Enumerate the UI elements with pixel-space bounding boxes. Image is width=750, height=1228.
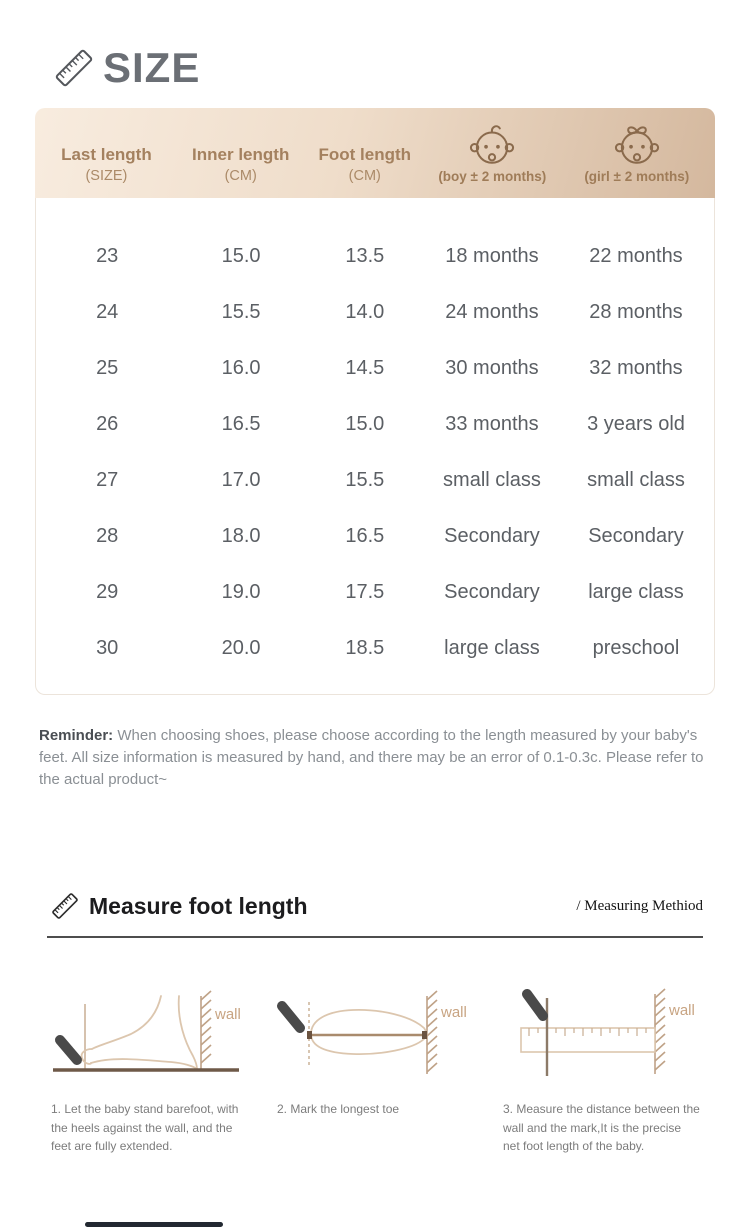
table-cell: 28 <box>96 524 119 547</box>
header-girl-age: (girl ± 2 months) <box>559 122 715 186</box>
size-table-body: 23 15.0 13.5 18 months 22 months 24 15.5 14.0 24… <box>35 198 715 695</box>
table-cell: 33 months <box>445 412 539 435</box>
table-cell: 19.0 <box>221 580 261 603</box>
table-cell: 20.0 <box>221 636 261 659</box>
table-cell: 25 <box>96 356 119 379</box>
table-cell: 17.5 <box>345 580 385 603</box>
reminder-label: Reminder: <box>39 727 114 744</box>
table-cell: preschool <box>592 636 680 659</box>
table-cell: 24 <box>96 300 119 323</box>
table-cell: 14.5 <box>345 356 385 379</box>
table-cell: 29 <box>96 580 119 603</box>
measure-step-3: wall 3. Measure the distance between the… <box>495 986 707 1156</box>
table-cell: 15.5 <box>221 300 261 323</box>
step-caption: 1. Let the baby stand barefoot, with the… <box>51 1102 239 1154</box>
bottom-indicator-bar <box>85 1222 223 1227</box>
table-cell: 17.0 <box>221 468 261 491</box>
table-cell: 13.5 <box>345 244 385 267</box>
table-cell: 15.0 <box>345 412 385 435</box>
table-row: 24 15.5 14.0 24 months 28 months <box>36 284 714 340</box>
table-cell: 26 <box>96 412 119 435</box>
table-cell: 14.0 <box>345 300 385 323</box>
table-row: 30 20.0 18.5 large class preschool <box>36 620 714 676</box>
baby-girl-icon <box>614 126 659 164</box>
table-cell: 28 months <box>589 300 683 323</box>
size-section-header: SIZE <box>51 0 715 92</box>
step-caption: 3. Measure the distance between the wall… <box>503 1102 700 1154</box>
section-divider <box>47 936 703 939</box>
wall-label: wall <box>440 1004 467 1021</box>
step-caption: 2. Mark the longest toe <box>277 1102 400 1117</box>
foot-top-view-diagram: wall <box>277 990 467 1075</box>
table-cell: Secondary <box>444 524 540 547</box>
small-ruler-icon <box>52 893 78 920</box>
measuring-method-label: / Measuring Methiod <box>576 897 703 914</box>
table-cell: 15.0 <box>221 244 261 267</box>
size-table-header: Last length (SIZE) Inner length (CM) Foo… <box>35 108 715 198</box>
ruler-icon <box>55 49 93 87</box>
table-cell: 18 months <box>445 244 539 267</box>
table-cell: 18.0 <box>221 524 261 547</box>
table-cell: 30 months <box>445 356 539 379</box>
ruler-measure-diagram: wall <box>520 988 695 1077</box>
table-cell: 16.5 <box>345 524 385 547</box>
table-row: 28 18.0 16.5 Secondary Secondary <box>36 508 714 564</box>
table-row: 27 17.0 15.5 small class small class <box>36 452 714 508</box>
measure-title: Measure foot length <box>89 892 308 919</box>
table-cell: 27 <box>96 468 119 491</box>
table-cell: Secondary <box>588 524 684 547</box>
wall-label: wall <box>668 1002 695 1019</box>
baby-boy-icon <box>470 125 515 164</box>
measure-section: Measure foot length / Measuring Methiod <box>35 890 715 1156</box>
table-cell: large class <box>588 580 684 603</box>
table-cell: Secondary <box>444 580 540 603</box>
header-inner-length: Inner length (CM) <box>192 145 290 184</box>
measure-steps: wall 1. Let the baby stand barefoot, wit… <box>35 986 715 1156</box>
table-cell: 22 months <box>589 244 683 267</box>
reminder-text: Reminder: When choosing shoes, please ch… <box>39 727 704 788</box>
header-foot-length: Foot length (CM) <box>318 145 412 184</box>
table-row: 26 16.5 15.0 33 months 3 years old <box>36 396 714 452</box>
table-cell: 30 <box>96 636 119 659</box>
table-row: 25 16.0 14.5 30 months 32 months <box>36 340 714 396</box>
table-cell: 32 months <box>589 356 683 379</box>
table-cell: 15.5 <box>345 468 385 491</box>
page-title: SIZE <box>103 44 201 91</box>
table-row: 29 19.0 17.5 Secondary large class <box>36 564 714 620</box>
measure-section-header: Measure foot length / Measuring Methiod <box>35 890 715 922</box>
table-cell: large class <box>444 636 540 659</box>
table-cell: small class <box>443 468 541 491</box>
size-table: Last length (SIZE) Inner length (CM) Foo… <box>35 108 715 695</box>
measure-step-1: wall 1. Let the baby stand barefoot, wit… <box>43 986 255 1156</box>
table-cell: 3 years old <box>587 412 685 435</box>
table-cell: 16.5 <box>221 412 261 435</box>
table-row: 23 15.0 13.5 18 months 22 months <box>36 228 714 284</box>
wall-label: wall <box>214 1006 241 1023</box>
header-last-length: Last length (SIZE) <box>61 145 152 184</box>
table-cell: small class <box>587 468 685 491</box>
table-cell: 24 months <box>445 300 539 323</box>
table-cell: 18.5 <box>345 636 385 659</box>
foot-side-view-diagram: wall <box>53 990 241 1072</box>
measure-step-2: wall 2. Mark the longest toe <box>269 986 481 1156</box>
table-cell: 23 <box>96 244 119 267</box>
table-cell: 16.0 <box>221 356 261 379</box>
header-boy-age: (boy ± 2 months) <box>426 122 559 186</box>
